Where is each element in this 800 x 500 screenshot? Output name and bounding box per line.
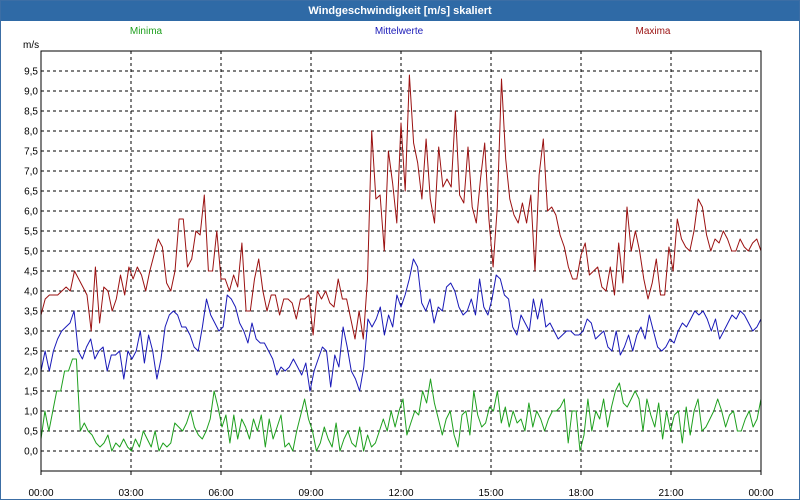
y-tick-label: 2,0: [24, 367, 38, 378]
y-tick-label: 9,0: [24, 87, 38, 98]
x-tick-time: 09:00: [298, 488, 323, 499]
y-tick-label: 4,0: [24, 287, 38, 298]
y-tick-label: 0,0: [24, 447, 38, 458]
x-tick-time: 18:00: [568, 488, 593, 499]
y-tick-label: 9,5: [24, 67, 38, 78]
x-tick-time: 00:00: [28, 488, 53, 499]
y-tick-label: 3,0: [24, 327, 38, 338]
y-tick-label: 1,5: [24, 387, 38, 398]
y-tick-label: 6,5: [24, 187, 38, 198]
x-tick-time: 21:00: [658, 488, 683, 499]
y-tick-label: 7,0: [24, 167, 38, 178]
window-title: Windgeschwindigkeit [m/s] skaliert: [1, 1, 799, 21]
y-tick-label: 5,0: [24, 247, 38, 258]
series-line-minima: [40, 358, 762, 452]
y-tick-label: 1,0: [24, 407, 38, 418]
y-tick-label: 6,0: [24, 207, 38, 218]
legend-minima: Minima: [130, 26, 163, 37]
y-tick-label: 3,5: [24, 307, 38, 318]
x-tick-time: 15:00: [478, 488, 503, 499]
y-tick-label: 2,5: [24, 347, 38, 358]
plot-frame: [40, 50, 762, 472]
legend-mittelwerte: Mittelwerte: [375, 26, 424, 37]
y-tick-label: 8,5: [24, 107, 38, 118]
series-line-maxima: [40, 74, 762, 340]
x-tick-time: 06:00: [208, 488, 233, 499]
legend-maxima: Maxima: [635, 26, 670, 37]
x-tick-time: 00:00: [748, 488, 773, 499]
y-tick-label: 7,5: [24, 147, 38, 158]
y-axis-label: m/s: [23, 40, 39, 51]
series-line-mittelwerte: [40, 258, 762, 392]
wind-speed-chart: Minima Mittelwerte Maxima m/s 0,0 0,5 1,0 1,5…: [23, 26, 774, 499]
x-tick-time: 03:00: [118, 488, 143, 499]
x-tick-time: 12:00: [388, 488, 413, 499]
y-tick-label: 8,0: [24, 127, 38, 138]
y-tick-label: 5,5: [24, 227, 38, 238]
y-tick-label: 4,5: [24, 267, 38, 278]
y-tick-label: 0,5: [24, 427, 38, 438]
